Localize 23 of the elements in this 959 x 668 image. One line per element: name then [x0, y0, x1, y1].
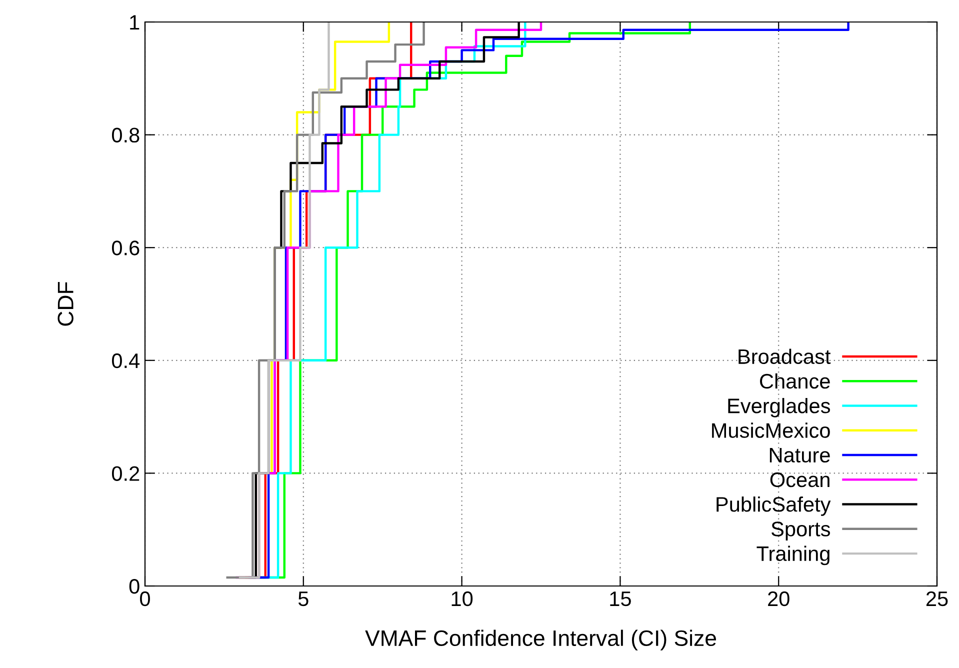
x-tick-label: 0: [140, 591, 150, 606]
x-tick-label: 20: [768, 591, 790, 606]
legend-label: Broadcast: [738, 348, 831, 364]
x-tick-label: 5: [298, 592, 308, 606]
legend-label: Nature: [770, 448, 830, 463]
legend-label: Ocean: [770, 472, 830, 488]
y-axis-title: CDF: [58, 282, 74, 326]
y-tick-label: 0: [129, 579, 140, 594]
y-tick-label: 1: [130, 15, 140, 30]
x-tick-label: 15: [610, 592, 631, 606]
y-tick-label: 0.6: [112, 240, 140, 256]
legend-label: PublicSafety: [716, 496, 831, 516]
y-tick-label: 0.2: [112, 466, 140, 481]
x-tick-label: 25: [926, 591, 948, 606]
x-axis-title: VMAF Confidence Interval (CI) Size: [365, 630, 716, 650]
legend-label: Chance: [760, 373, 830, 389]
y-tick-label: 0.8: [112, 128, 140, 143]
legend-label: Sports: [771, 522, 830, 541]
legend-label: Training: [756, 546, 830, 566]
x-tick-label: 10: [452, 591, 473, 606]
legend-label: Everglades: [728, 398, 830, 418]
legend-label: MusicMexico: [712, 422, 830, 438]
y-tick-label: 0.4: [112, 353, 140, 368]
